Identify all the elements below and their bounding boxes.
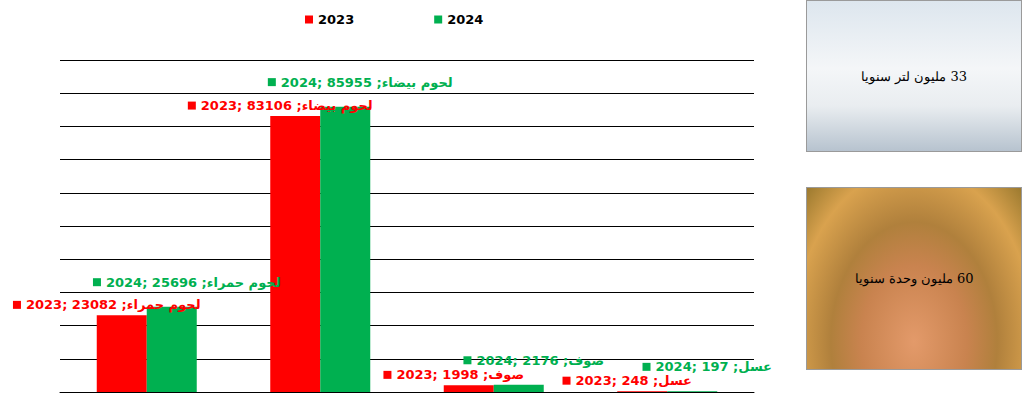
svg-text:2024: 2024 xyxy=(447,12,483,27)
html-text:60 مليون وحدة سنويا: 60 مليون وحدة سنويا xyxy=(854,271,974,286)
svg-text:2024; صوف; 2176: 2024; صوف; 2176 xyxy=(476,353,604,368)
svg-text:2024; لحوم حمراء; 25696: 2024; لحوم حمراء; 25696 xyxy=(106,275,281,291)
svg-text:2024; عسل; 197: 2024; عسل; 197 xyxy=(656,359,772,374)
svg-text:2023: 2023 xyxy=(318,12,354,27)
svg-text:2023; لحوم بيضاء; 83106: 2023; لحوم بيضاء; 83106 xyxy=(201,98,373,114)
svg-text:2023; عسل; 248: 2023; عسل; 248 xyxy=(576,373,692,388)
html-text:33 مليون لتر سنويا: 33 مليون لتر سنويا xyxy=(861,68,967,84)
svg-text:2023; صوف; 1998: 2023; صوف; 1998 xyxy=(396,367,524,382)
svg-text:2024; لحوم بيضاء; 85955: 2024; لحوم بيضاء; 85955 xyxy=(281,75,453,91)
svg-text:2023; لحوم حمراء; 23082: 2023; لحوم حمراء; 23082 xyxy=(26,297,201,313)
